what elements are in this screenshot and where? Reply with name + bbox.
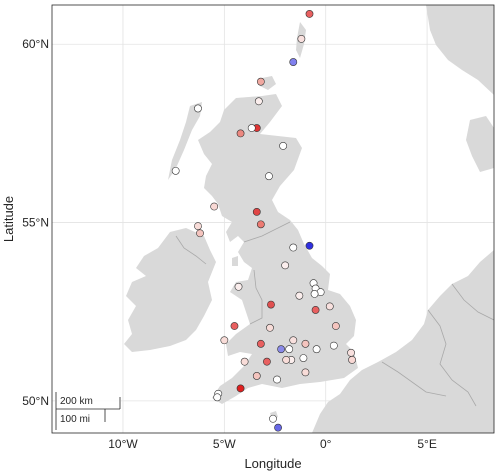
station-marker[interactable] [301,368,310,377]
station-marker[interactable] [289,243,298,252]
station-marker[interactable] [263,357,271,366]
station-marker[interactable] [213,393,222,402]
station-marker[interactable] [281,261,290,270]
land-isle-of-man [232,256,238,266]
station-marker[interactable] [252,372,261,380]
station-marker[interactable] [277,345,286,354]
land-layer [124,5,494,433]
station-layer [171,10,356,432]
station-marker[interactable] [265,172,273,181]
border-continent-2 [381,361,447,397]
land-great-britain [198,94,358,404]
station-marker[interactable] [289,58,298,66]
y-tick-label: 55°N [22,216,49,230]
station-marker[interactable] [273,375,281,384]
station-marker[interactable] [331,322,340,330]
land-ireland [124,228,216,352]
station-marker[interactable] [282,355,291,364]
station-marker[interactable] [325,302,334,311]
station-marker[interactable] [312,345,321,354]
station-marker[interactable] [267,300,275,309]
station-marker[interactable] [274,423,282,432]
station-marker[interactable] [279,141,288,150]
border-continent-3 [451,283,494,321]
station-marker[interactable] [194,222,202,231]
station-marker[interactable] [234,282,243,291]
border-northern-ireland [175,235,207,265]
station-marker[interactable] [254,97,263,106]
station-marker[interactable] [348,355,356,364]
y-tick-label: 60°N [22,37,49,51]
station-marker[interactable] [236,384,245,393]
border-england-scotland [243,221,291,243]
border-continent-1 [427,309,477,407]
station-marker[interactable] [297,34,306,43]
station-marker[interactable] [329,341,338,350]
station-marker[interactable] [299,354,308,362]
scale-bar-background [55,392,121,430]
station-marker[interactable] [305,10,314,18]
station-marker[interactable] [256,220,265,229]
station-marker[interactable] [252,207,261,216]
x-tick-label: 10°W [108,437,138,451]
station-marker[interactable] [196,229,204,238]
station-marker[interactable] [311,306,320,314]
station-marker[interactable] [266,323,274,332]
station-marker[interactable] [269,414,277,423]
station-marker[interactable] [236,129,245,138]
station-marker[interactable] [289,336,298,345]
station-marker[interactable] [347,348,355,357]
land-denmark [466,116,494,172]
station-marker[interactable] [295,291,304,300]
station-marker[interactable] [171,166,180,175]
scale-bar-mi-label: 100 mi [60,414,90,425]
x-tick-label: 0° [320,437,332,451]
station-marker[interactable] [240,357,249,366]
scale-bar: 200 km 100 mi [55,392,121,430]
station-marker[interactable] [305,241,314,250]
station-marker[interactable] [285,345,294,354]
land-norway [426,5,494,95]
station-marker[interactable] [230,322,239,330]
station-marker[interactable] [256,77,265,86]
station-marker[interactable] [210,202,219,211]
station-marker[interactable] [301,339,310,348]
y-tick-label: 50°N [22,394,49,408]
y-axis-title: Latitude [1,196,16,242]
x-tick-label: 5°W [213,437,236,451]
station-marker[interactable] [194,104,202,113]
station-marker[interactable] [256,339,265,348]
scale-bar-km-label: 200 km [60,396,93,407]
station-marker[interactable] [310,289,319,298]
station-marker[interactable] [247,124,256,132]
x-axis-title: Longitude [244,456,301,471]
plot-frame [51,4,495,434]
x-tick-label: 5°E [417,437,436,451]
land-outer-hebrides [168,102,202,180]
tick-labels: 10°W 5°W 0° 5°E 50°N 55°N 60°N [22,37,437,451]
land-continent [312,250,494,433]
border-wales [249,269,263,325]
station-marker[interactable] [220,336,229,345]
